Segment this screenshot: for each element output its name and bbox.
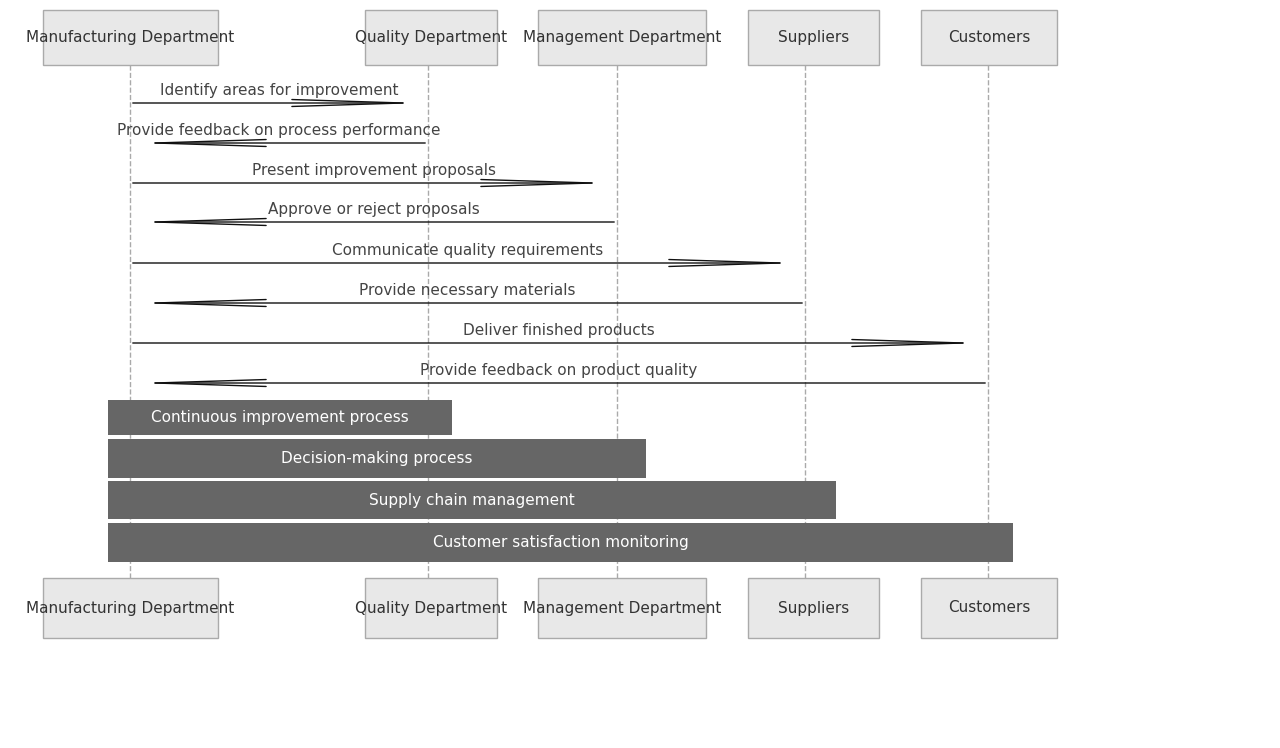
Text: Provide feedback on process performance: Provide feedback on process performance	[118, 123, 440, 138]
Bar	[365, 578, 497, 638]
Text: Quality Department: Quality Department	[355, 601, 507, 616]
Bar	[365, 10, 497, 65]
Bar	[748, 578, 879, 638]
Bar	[108, 439, 646, 478]
Bar	[108, 481, 836, 519]
Text: Supply chain management: Supply chain management	[369, 492, 575, 507]
Text: Suppliers: Suppliers	[778, 601, 849, 616]
Text: Provide necessary materials: Provide necessary materials	[360, 283, 576, 298]
Bar	[748, 10, 879, 65]
Text: Continuous improvement process: Continuous improvement process	[151, 410, 408, 425]
Text: Deliver finished products: Deliver finished products	[463, 323, 655, 338]
Bar	[108, 400, 452, 435]
Bar	[538, 10, 707, 65]
Bar	[44, 578, 218, 638]
Text: Approve or reject proposals: Approve or reject proposals	[268, 202, 480, 217]
Text: Customer satisfaction monitoring: Customer satisfaction monitoring	[433, 535, 689, 550]
Text: Manufacturing Department: Manufacturing Department	[27, 601, 234, 616]
Text: Suppliers: Suppliers	[778, 30, 849, 45]
Text: Manufacturing Department: Manufacturing Department	[27, 30, 234, 45]
Bar	[44, 10, 218, 65]
Text: Customers: Customers	[947, 601, 1030, 616]
Bar	[922, 578, 1057, 638]
Bar	[922, 10, 1057, 65]
Text: Provide feedback on product quality: Provide feedback on product quality	[420, 363, 698, 378]
Text: Management Department: Management Department	[522, 601, 721, 616]
Text: Customers: Customers	[947, 30, 1030, 45]
Bar	[538, 578, 707, 638]
Text: Identify areas for improvement: Identify areas for improvement	[160, 83, 398, 98]
Text: Decision-making process: Decision-making process	[282, 451, 472, 466]
Text: Quality Department: Quality Department	[355, 30, 507, 45]
Bar	[108, 523, 1012, 562]
Text: Management Department: Management Department	[522, 30, 721, 45]
Text: Present improvement proposals: Present improvement proposals	[251, 163, 495, 178]
Text: Communicate quality requirements: Communicate quality requirements	[332, 243, 603, 258]
